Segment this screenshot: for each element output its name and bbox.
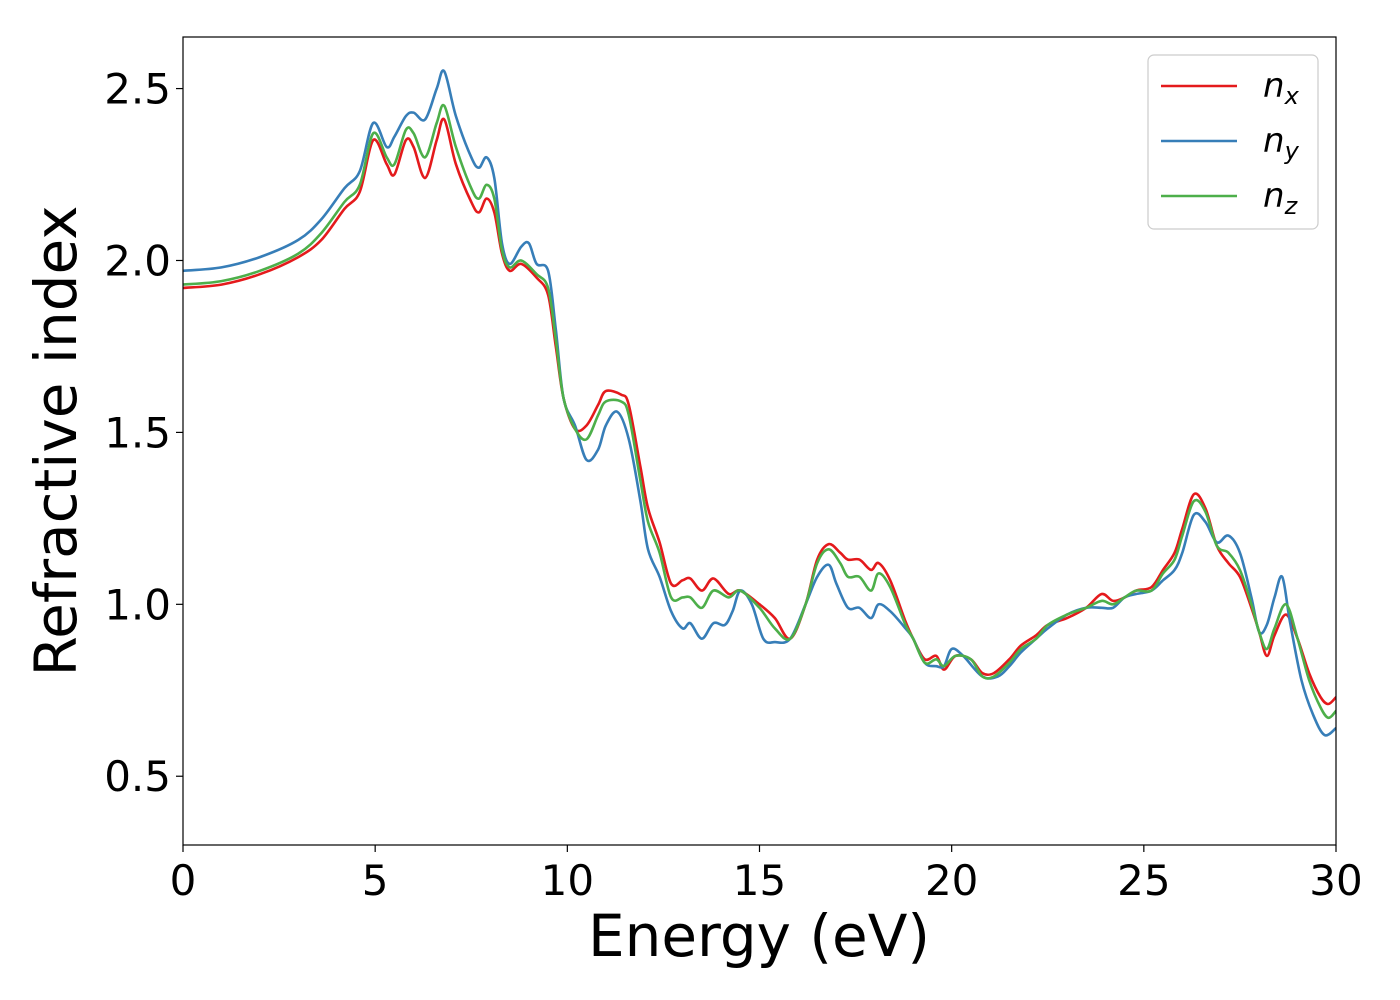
series-layer: [183, 69, 1336, 737]
series-line-y: [183, 69, 1336, 737]
legend-label-main: n: [1263, 66, 1285, 106]
x-tick-label: 25: [1117, 856, 1170, 905]
x-tick-label: 10: [541, 856, 594, 905]
y-tick-label: 0.5: [104, 752, 171, 801]
series-line-z: [183, 103, 1336, 720]
x-tick-label: 30: [1309, 856, 1362, 905]
legend-label-z: nz: [1263, 176, 1299, 220]
legend-label-x: nx: [1263, 66, 1300, 110]
y-axis-title: Refractive index: [22, 205, 90, 676]
x-axis: 0 5 10 15 20 25 30: [170, 845, 1363, 905]
x-axis-title: Energy (eV): [588, 902, 930, 970]
x-tick-label: 15: [733, 856, 786, 905]
legend-label-subscript: y: [1284, 137, 1300, 165]
x-tick-label: 0: [170, 856, 197, 905]
y-tick-label: 2.5: [104, 65, 171, 114]
x-tick-label: 20: [925, 856, 978, 905]
legend-label-main: n: [1263, 176, 1285, 216]
legend-label-y: ny: [1263, 121, 1300, 165]
legend-label-main: n: [1263, 121, 1285, 161]
y-tick-label: 1.0: [104, 580, 171, 629]
y-tick-label: 1.5: [104, 408, 171, 457]
legend-label-subscript: z: [1284, 192, 1299, 220]
x-tick-label: 5: [362, 856, 389, 905]
legend-label-subscript: x: [1284, 82, 1300, 110]
y-axis: 0.5 1.0 1.5 2.0 2.5: [104, 65, 183, 801]
y-tick-label: 2.0: [104, 236, 171, 285]
